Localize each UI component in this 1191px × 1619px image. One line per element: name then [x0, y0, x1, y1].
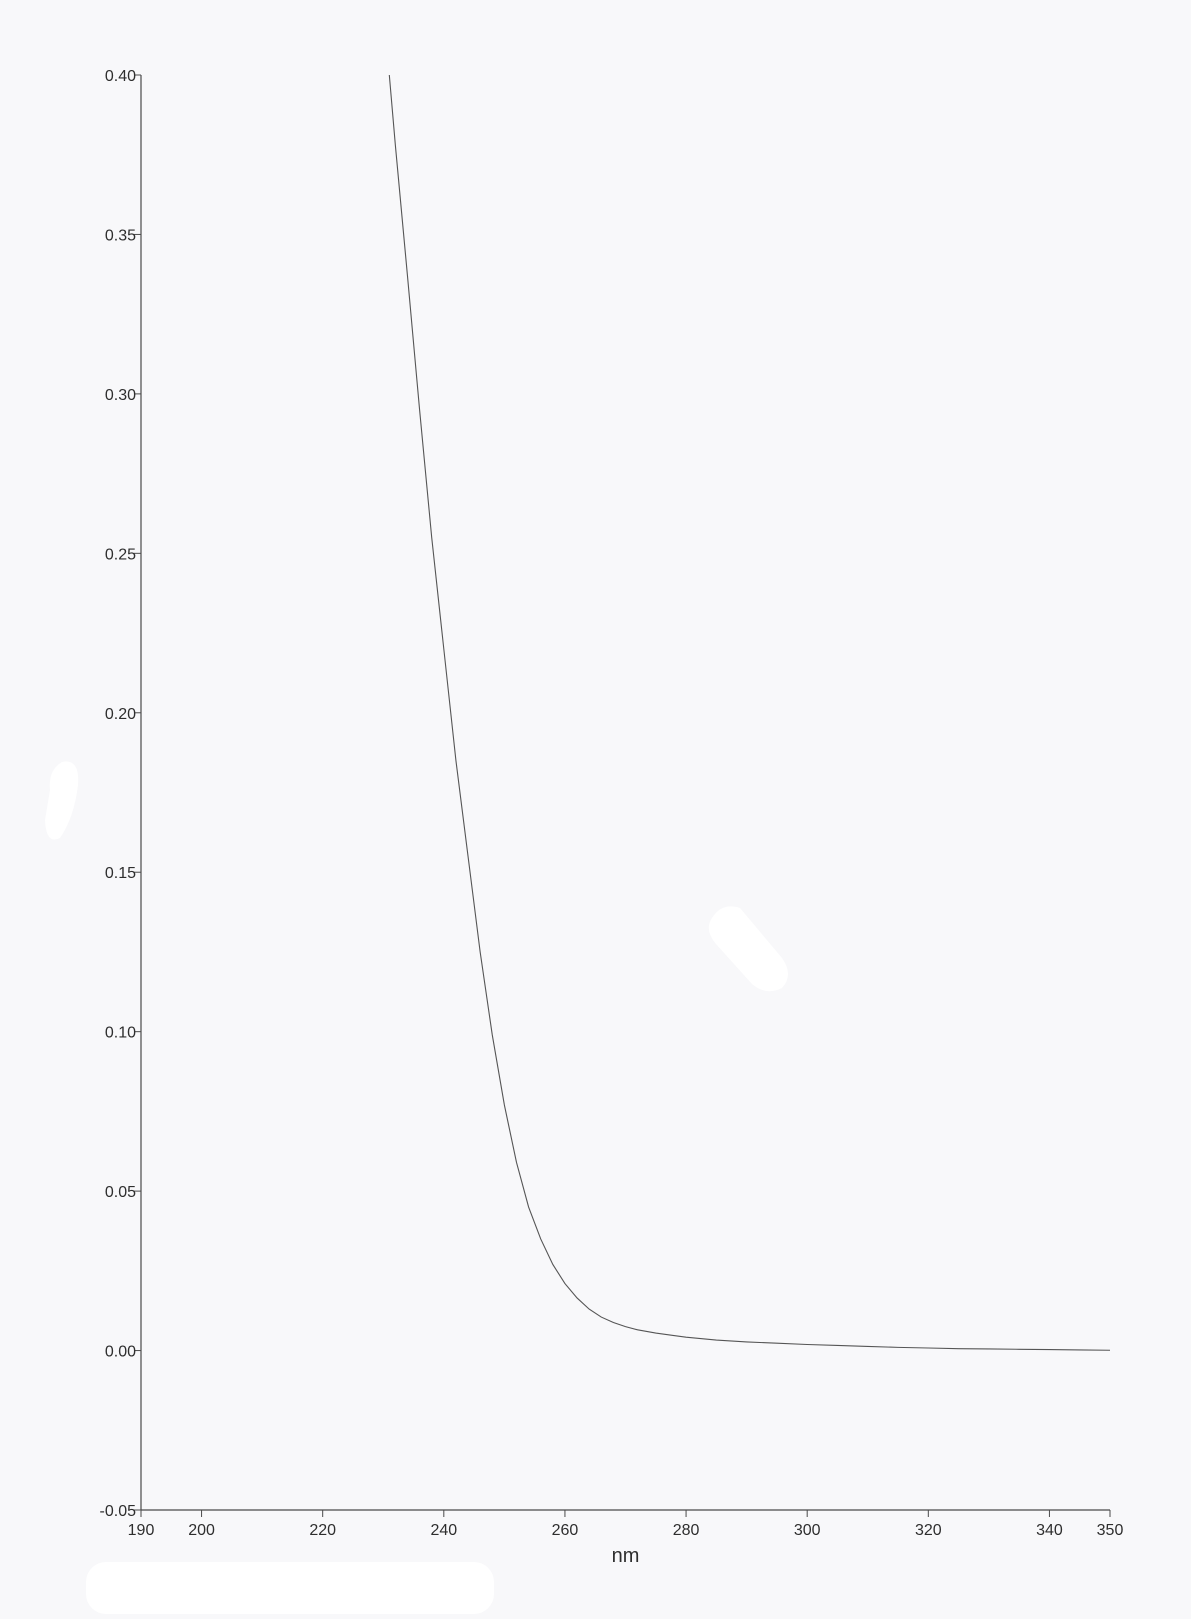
x-tick-label: 200 — [188, 1522, 215, 1539]
x-tick-label: 350 — [1097, 1522, 1124, 1539]
x-axis-title: nm — [612, 1545, 640, 1567]
x-tick-label: 340 — [1036, 1522, 1063, 1539]
chart-axes — [140, 75, 1110, 1511]
y-tick-label: 0.35 — [105, 227, 136, 244]
scan-blot — [708, 906, 788, 992]
y-tick-label: 0.40 — [105, 68, 136, 85]
x-tick-label: 240 — [430, 1522, 457, 1539]
y-tick-label: 0.30 — [105, 387, 136, 404]
scan-blot — [86, 1562, 494, 1614]
scan-blot — [45, 761, 79, 840]
scan-artifacts — [45, 761, 788, 1614]
x-tick-label: 190 — [128, 1522, 155, 1539]
y-tick-label: 0.05 — [105, 1184, 136, 1201]
y-tick-label: 0.00 — [105, 1344, 136, 1361]
x-tick-label: 300 — [794, 1522, 821, 1539]
x-tick-label: 220 — [309, 1522, 336, 1539]
y-axis-ticks: -0.05 0.00 0.05 0.10 0.15 0.20 0.25 0.30 0.35 0.4… — [100, 68, 141, 1520]
x-tick-label: 260 — [552, 1522, 579, 1539]
chart-series — [388, 74, 1111, 1351]
y-tick-label: 0.25 — [105, 546, 136, 563]
y-tick-label: 0.20 — [105, 706, 136, 723]
spectrum-line — [388, 74, 1111, 1351]
x-axis-ticks: 190 200 220 240 260 280 300 320 340 350 — [128, 1510, 1124, 1539]
y-tick-label: -0.05 — [100, 1503, 137, 1520]
y-tick-label: 0.15 — [105, 865, 136, 882]
x-tick-label: 280 — [673, 1522, 700, 1539]
x-tick-label: 320 — [915, 1522, 942, 1539]
y-tick-label: 0.10 — [105, 1025, 136, 1042]
